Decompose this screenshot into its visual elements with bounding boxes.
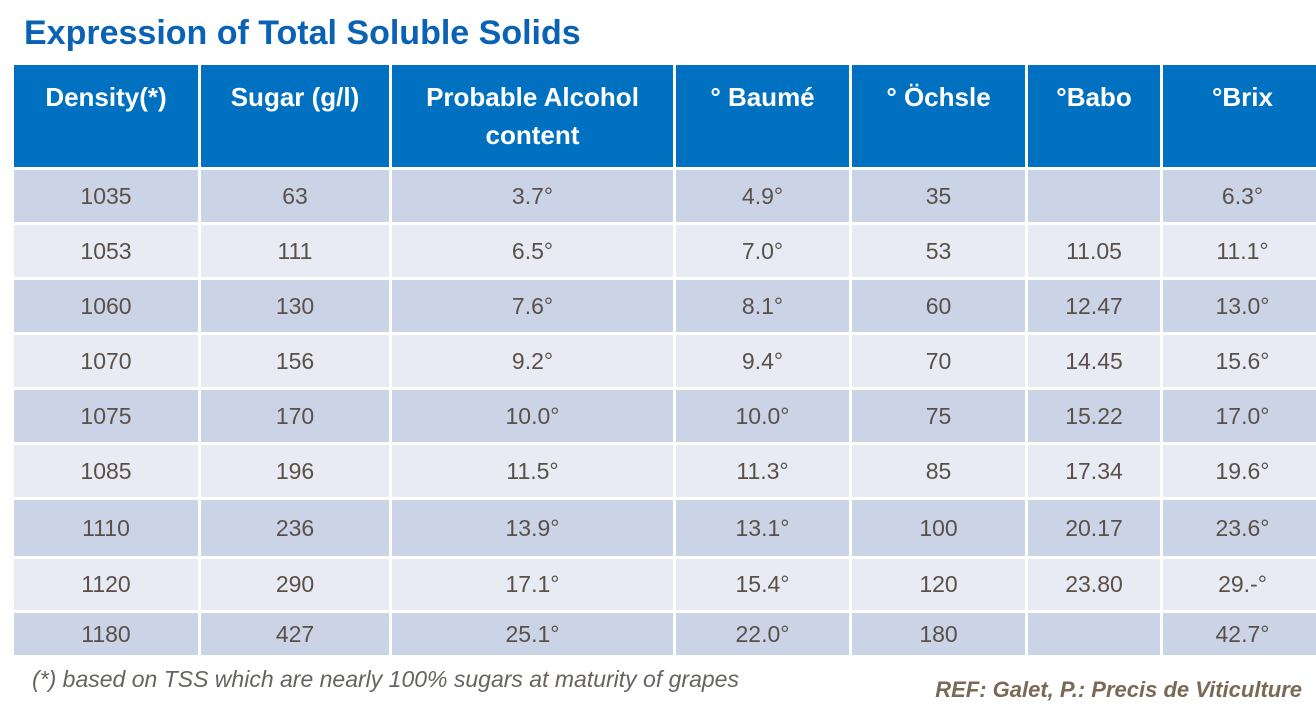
cell-baume: 7.0° xyxy=(676,225,849,277)
cell-sugar: 130 xyxy=(201,280,389,332)
column-header-oechsle: ° Öchsle xyxy=(852,65,1025,167)
cell-baume: 8.1° xyxy=(676,280,849,332)
cell-brix: 42.7° xyxy=(1163,613,1316,655)
column-header-probable-alcohol: Probable Alcohol content xyxy=(392,65,673,167)
cell-oechsle: 180 xyxy=(852,613,1025,655)
column-header-babo: °Babo xyxy=(1028,65,1160,167)
cell-babo: 20.17 xyxy=(1028,500,1160,556)
cell-brix: 19.6° xyxy=(1163,445,1316,497)
reference-citation: REF: Galet, P.: Precis de Viticulture xyxy=(935,677,1302,702)
cell-density: 1180 xyxy=(14,613,198,655)
column-header-sugar: Sugar (g/l) xyxy=(201,65,389,167)
cell-baume: 9.4° xyxy=(676,335,849,387)
column-header-brix: °Brix xyxy=(1163,65,1316,167)
cell-baume: 4.9° xyxy=(676,170,849,222)
column-header-density: Density(*) xyxy=(14,65,198,167)
cell-oechsle: 53 xyxy=(852,225,1025,277)
cell-probable-alcohol: 10.0° xyxy=(392,390,673,442)
cell-babo: 14.45 xyxy=(1028,335,1160,387)
cell-brix: 17.0° xyxy=(1163,390,1316,442)
cell-oechsle: 100 xyxy=(852,500,1025,556)
cell-baume: 11.3° xyxy=(676,445,849,497)
cell-probable-alcohol: 9.2° xyxy=(392,335,673,387)
cell-babo: 17.34 xyxy=(1028,445,1160,497)
page-title: Expression of Total Soluble Solids xyxy=(24,14,581,52)
cell-baume: 15.4° xyxy=(676,559,849,610)
cell-density: 1053 xyxy=(14,225,198,277)
cell-baume: 22.0° xyxy=(676,613,849,655)
cell-sugar: 63 xyxy=(201,170,389,222)
cell-density: 1060 xyxy=(14,280,198,332)
cell-sugar: 196 xyxy=(201,445,389,497)
cell-brix: 11.1° xyxy=(1163,225,1316,277)
cell-probable-alcohol: 25.1° xyxy=(392,613,673,655)
cell-babo xyxy=(1028,170,1160,222)
cell-babo: 11.05 xyxy=(1028,225,1160,277)
cell-probable-alcohol: 11.5° xyxy=(392,445,673,497)
cell-oechsle: 35 xyxy=(852,170,1025,222)
tss-table: Density(*) Sugar (g/l) Probable Alcohol … xyxy=(14,65,1316,655)
cell-babo: 23.80 xyxy=(1028,559,1160,610)
cell-density: 1070 xyxy=(14,335,198,387)
cell-density: 1075 xyxy=(14,390,198,442)
cell-babo: 15.22 xyxy=(1028,390,1160,442)
cell-sugar: 290 xyxy=(201,559,389,610)
cell-oechsle: 120 xyxy=(852,559,1025,610)
cell-brix: 6.3° xyxy=(1163,170,1316,222)
cell-sugar: 427 xyxy=(201,613,389,655)
cell-oechsle: 60 xyxy=(852,280,1025,332)
cell-baume: 10.0° xyxy=(676,390,849,442)
cell-brix: 15.6° xyxy=(1163,335,1316,387)
cell-brix: 23.6° xyxy=(1163,500,1316,556)
cell-probable-alcohol: 13.9° xyxy=(392,500,673,556)
cell-probable-alcohol: 17.1° xyxy=(392,559,673,610)
cell-probable-alcohol: 3.7° xyxy=(392,170,673,222)
cell-density: 1120 xyxy=(14,559,198,610)
cell-sugar: 170 xyxy=(201,390,389,442)
cell-babo: 12.47 xyxy=(1028,280,1160,332)
footnote: (*) based on TSS which are nearly 100% s… xyxy=(32,666,739,692)
cell-oechsle: 75 xyxy=(852,390,1025,442)
cell-brix: 29.-° xyxy=(1163,559,1316,610)
cell-oechsle: 70 xyxy=(852,335,1025,387)
cell-density: 1110 xyxy=(14,500,198,556)
cell-sugar: 236 xyxy=(201,500,389,556)
cell-brix: 13.0° xyxy=(1163,280,1316,332)
cell-baume: 13.1° xyxy=(676,500,849,556)
column-header-baume: ° Baumé xyxy=(676,65,849,167)
cell-probable-alcohol: 6.5° xyxy=(392,225,673,277)
cell-babo xyxy=(1028,613,1160,655)
cell-sugar: 111 xyxy=(201,225,389,277)
cell-probable-alcohol: 7.6° xyxy=(392,280,673,332)
cell-density: 1035 xyxy=(14,170,198,222)
cell-density: 1085 xyxy=(14,445,198,497)
cell-oechsle: 85 xyxy=(852,445,1025,497)
cell-sugar: 156 xyxy=(201,335,389,387)
